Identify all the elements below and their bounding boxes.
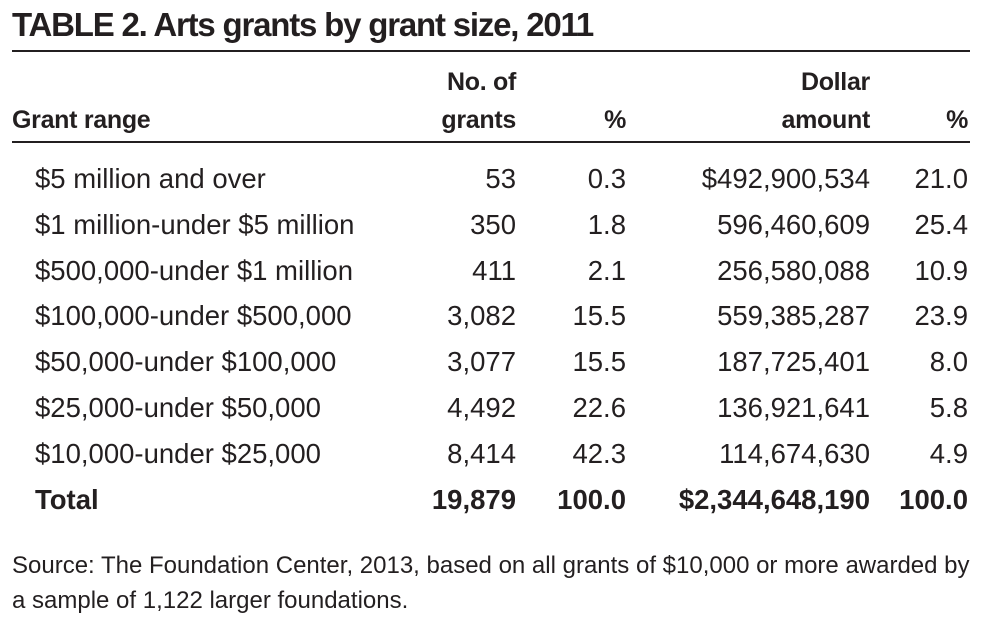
- dollar-amount-cell: 114,674,630: [719, 437, 870, 469]
- header-divider: [12, 141, 970, 143]
- dollar-amount-cell: 136,921,641: [717, 392, 870, 423]
- header-dollar-line1: Dollar: [800, 68, 870, 96]
- grant-range-cell: $25,000-under $50,000: [35, 392, 321, 423]
- pct-amount-cell: 8.0: [929, 346, 968, 378]
- pct-amount-cell: 23.9: [914, 300, 968, 332]
- dollar-amount-cell: 596,460,609: [717, 208, 870, 240]
- table-row: $500,000-under $1 million 411 2.1 256,580,0…: [0, 255, 988, 295]
- header-pct-grants: %: [604, 106, 626, 134]
- grant-range-cell: $100,000-under $500,000: [35, 300, 352, 332]
- header-num-grants-line2: grants: [441, 106, 516, 134]
- total-row: Total 19,879 100.0 $2,344,648,190 100.0: [0, 484, 988, 524]
- table-row: $10,000-under $25,000 8,414 42.3 114,674,63…: [0, 438, 988, 478]
- dollar-amount-cell: $492,900,534: [701, 163, 870, 194]
- source-note: Source: The Foundation Center, 2013, bas…: [12, 552, 970, 614]
- pct-amount-cell: 21.0: [914, 163, 968, 194]
- pct-amount-cell: 100.0: [899, 483, 968, 515]
- pct-grants-cell: 100.0: [557, 483, 626, 515]
- dollar-amount-cell: 187,725,401: [717, 346, 870, 378]
- table-row: $25,000-under $50,000 4,492 22.6 136,921,64…: [0, 392, 988, 432]
- pct-grants-cell: 22.6: [572, 392, 626, 423]
- table-row: $50,000-under $100,000 3,077 15.5 187,725,4…: [0, 346, 988, 386]
- pct-grants-cell: 0.3: [587, 163, 626, 194]
- num-grants-cell: 53: [485, 163, 516, 194]
- table-row: $100,000-under $500,000 3,082 15.5 559,385,…: [0, 300, 988, 340]
- header-dollar-line2: amount: [781, 106, 871, 134]
- header-pct-amount: %: [946, 106, 968, 134]
- pct-grants-cell: 15.5: [572, 346, 626, 378]
- num-grants-cell: 4,492: [447, 392, 516, 423]
- dollar-amount-cell: $2,344,648,190: [678, 483, 870, 515]
- pct-grants-cell: 42.3: [572, 437, 626, 469]
- table-row: $5 million and over 53 0.3 $492,900,534 21.0: [0, 163, 988, 203]
- pct-grants-cell: 2.1: [587, 254, 626, 286]
- grant-range-cell: $1 million-under $5 million: [35, 208, 355, 240]
- table-row: $1 million-under $5 million 350 1.8 596,460…: [0, 209, 988, 249]
- grant-range-cell: $5 million and over: [35, 163, 266, 194]
- header-grant-range: Grant range: [12, 106, 151, 134]
- title-divider: [12, 50, 970, 52]
- num-grants-cell: 3,077: [447, 346, 516, 378]
- pct-grants-cell: 1.8: [587, 208, 626, 240]
- pct-amount-cell: 25.4: [914, 208, 968, 240]
- dollar-amount-cell: 559,385,287: [717, 300, 870, 332]
- num-grants-cell: 411: [472, 254, 516, 286]
- pct-grants-cell: 15.5: [572, 300, 626, 332]
- table-title: TABLE 2. Arts grants by grant size, 2011: [12, 6, 594, 43]
- num-grants-cell: 3,082: [447, 300, 516, 332]
- num-grants-cell: 19,879: [431, 483, 516, 515]
- pct-amount-cell: 5.8: [929, 392, 968, 423]
- num-grants-cell: 350: [470, 208, 516, 240]
- grant-range-cell: Total: [35, 483, 99, 515]
- grant-range-cell: $500,000-under $1 million: [35, 254, 353, 286]
- grant-range-cell: $10,000-under $25,000: [35, 437, 321, 469]
- num-grants-cell: 8,414: [447, 437, 516, 469]
- pct-amount-cell: 10.9: [914, 254, 968, 286]
- dollar-amount-cell: 256,580,088: [717, 254, 870, 286]
- pct-amount-cell: 4.9: [929, 437, 968, 469]
- grant-range-cell: $50,000-under $100,000: [35, 346, 337, 378]
- header-num-grants-line1: No. of: [446, 68, 516, 96]
